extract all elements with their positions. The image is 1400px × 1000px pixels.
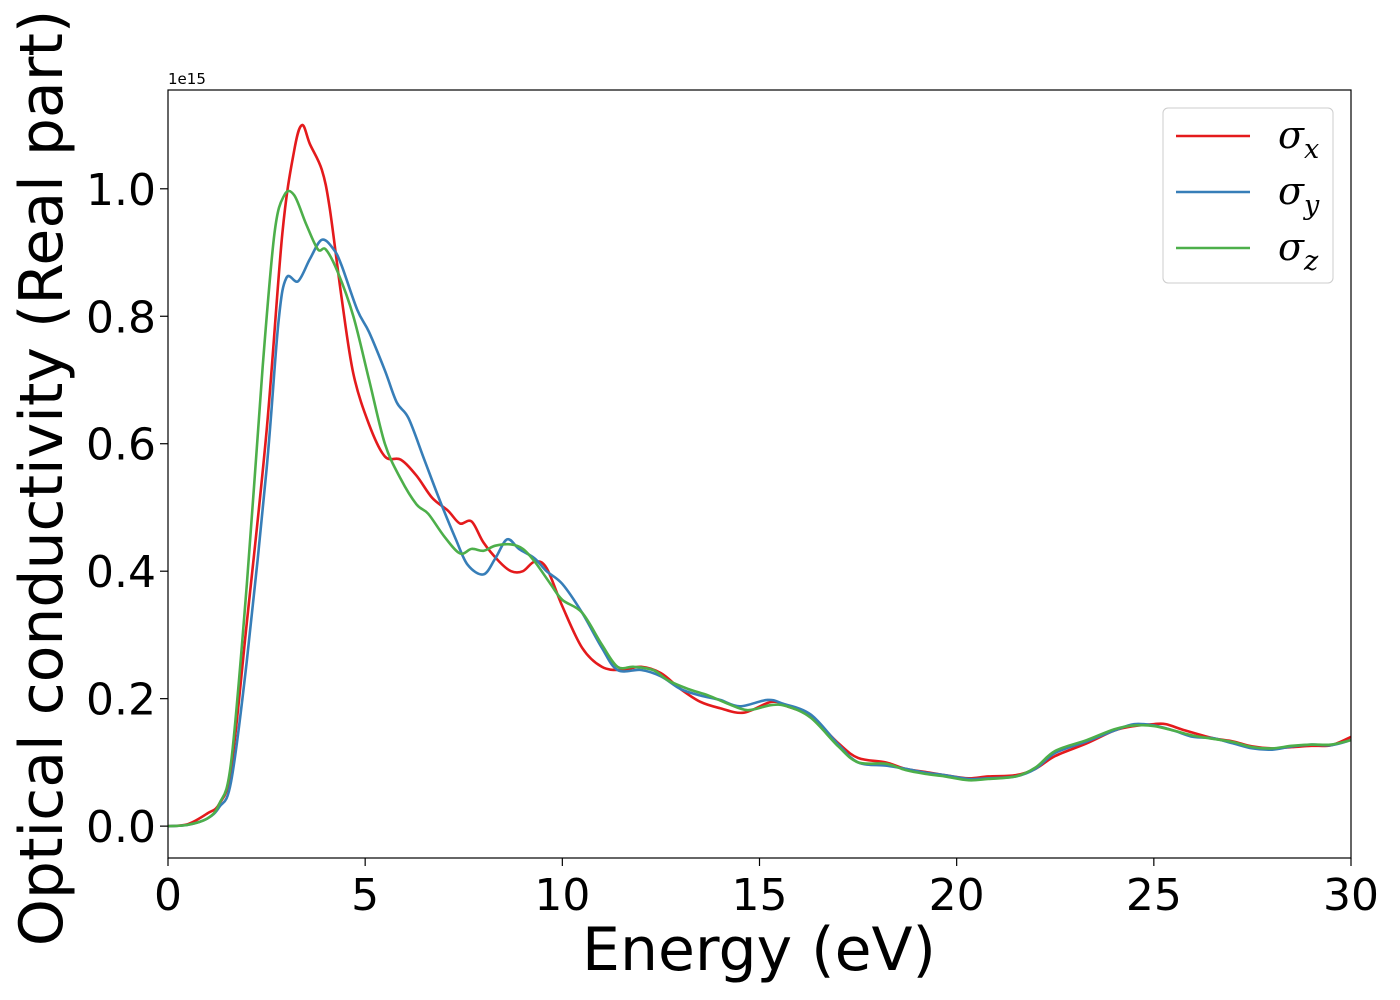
x-tick-label: 30 [1323,870,1379,921]
y-axis-label: Optical conductivity (Real part) [7,10,77,947]
y-tick-label: 1.0 [86,165,156,216]
x-axis-label: Energy (eV) [582,915,936,985]
x-tick-label: 25 [1126,870,1182,921]
y-axis: 0.0 0.2 0.4 0.6 0.8 1.0 [86,165,168,853]
x-tick-label: 10 [534,870,590,921]
x-tick-label: 5 [351,870,379,921]
y-tick-label: 0.0 [86,802,156,853]
y-tick-label: 0.8 [86,292,156,343]
series-layer [168,123,1351,828]
x-tick-label: 15 [732,870,788,921]
x-axis: 0 5 10 15 20 25 30 [154,858,1379,921]
y-tick-label: 0.4 [86,547,156,598]
y-offset-label: 1e15 [168,70,206,88]
legend-label-y: σy [1278,169,1320,221]
legend-box [1162,107,1334,284]
x-tick-label: 0 [154,870,182,921]
legend-label-x: σx [1278,113,1319,165]
y-tick-label: 0.6 [86,420,156,471]
y-tick-label: 0.2 [86,675,156,726]
series-line-z [168,189,1351,828]
x-tick-label: 20 [929,870,985,921]
legend-label-z: σz [1278,225,1319,277]
